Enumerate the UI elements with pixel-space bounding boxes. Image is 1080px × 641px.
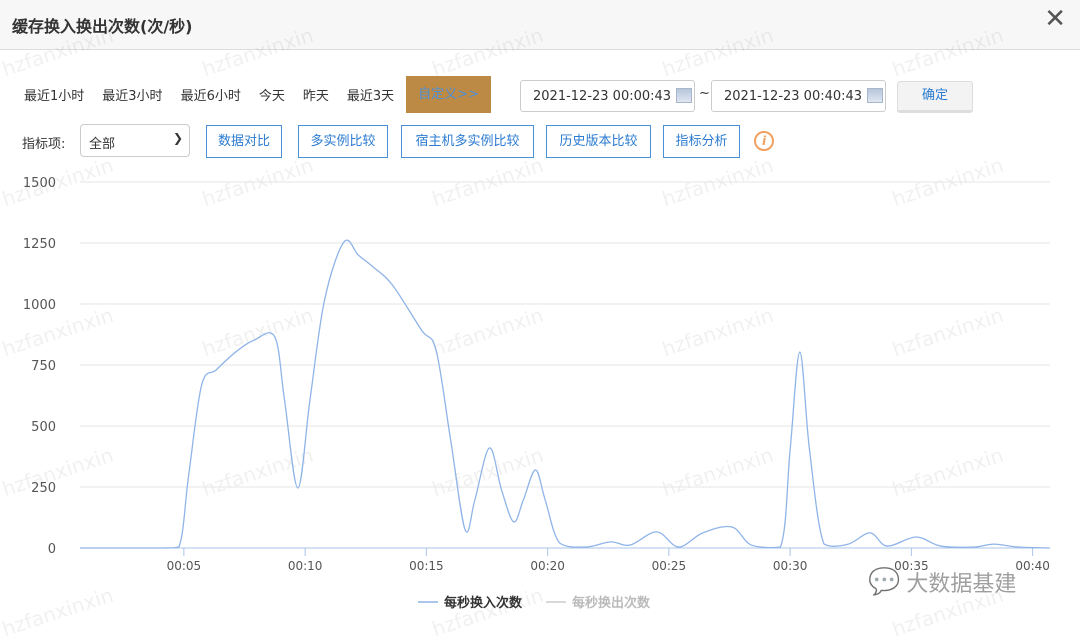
legend-item[interactable]: 每秒换入次数: [444, 595, 523, 611]
range-yesterday[interactable]: 昨天: [302, 89, 329, 104]
y-tick-label: 250: [31, 481, 56, 496]
confirm-button[interactable]: 确定: [897, 81, 973, 113]
range-separator: ~: [699, 86, 710, 101]
multi-instance-compare-button[interactable]: 多实例比较: [298, 125, 388, 158]
x-tick-label: 00:40: [1015, 559, 1050, 573]
x-tick-label: 00:10: [288, 559, 323, 573]
range-today[interactable]: 今天: [258, 89, 285, 104]
close-icon[interactable]: ✕: [1044, 4, 1066, 34]
calendar-icon[interactable]: [676, 88, 692, 103]
y-tick-label: 0: [48, 542, 56, 557]
y-tick-label: 500: [31, 420, 56, 435]
start-date-input[interactable]: 2021-12-23 00:00:43: [520, 80, 695, 112]
x-tick-label: 00:15: [409, 559, 444, 573]
metric-label: 指标项:: [22, 137, 66, 152]
custom-range-button[interactable]: 自定义>>: [406, 76, 491, 113]
x-tick-label: 00:05: [167, 559, 202, 573]
host-multi-instance-compare-button[interactable]: 宿主机多实例比较: [401, 125, 534, 158]
end-date-input[interactable]: 2021-12-23 00:40:43: [711, 80, 886, 112]
metric-value: 全部: [89, 137, 116, 152]
wechat-logo: 💬 大数据基建: [868, 566, 1016, 598]
title-bar: 缓存换入换出次数(次/秒): [0, 0, 1080, 50]
wechat-icon: 💬: [868, 567, 901, 597]
y-tick-label: 1250: [23, 237, 56, 252]
calendar-icon[interactable]: [867, 88, 883, 103]
end-date-value: 2021-12-23 00:40:43: [724, 89, 863, 104]
y-tick-label: 1000: [23, 298, 56, 313]
data-compare-button[interactable]: 数据对比: [206, 125, 282, 158]
logo-text: 大数据基建: [906, 572, 1017, 597]
info-icon[interactable]: i: [754, 131, 774, 151]
series-line-swap-in: [79, 239, 1051, 549]
x-tick-label: 00:35: [894, 559, 929, 573]
x-tick-label: 00:25: [652, 559, 687, 573]
start-date-value: 2021-12-23 00:00:43: [533, 89, 672, 104]
dialog-title: 缓存换入换出次数(次/秒): [12, 16, 193, 36]
range-3d[interactable]: 最近3天: [346, 89, 395, 104]
history-version-compare-button[interactable]: 历史版本比较: [546, 125, 651, 158]
range-3h[interactable]: 最近3小时: [102, 89, 163, 104]
y-tick-label: 1500: [23, 176, 56, 191]
chevron-down-icon: ❯: [172, 131, 183, 145]
metric-select[interactable]: 全部 ❯: [80, 124, 190, 157]
time-range-bar: 最近1小时 最近3小时 最近6小时 今天 昨天 最近3天 自定义>>: [24, 76, 491, 113]
y-tick-label: 750: [31, 359, 56, 374]
range-6h[interactable]: 最近6小时: [180, 89, 241, 104]
x-tick-label: 00:30: [773, 559, 808, 573]
metric-analysis-button[interactable]: 指标分析: [663, 125, 740, 158]
legend-item[interactable]: 每秒换出次数: [572, 595, 651, 611]
x-tick-label: 00:20: [530, 559, 565, 573]
range-1h[interactable]: 最近1小时: [24, 89, 85, 104]
